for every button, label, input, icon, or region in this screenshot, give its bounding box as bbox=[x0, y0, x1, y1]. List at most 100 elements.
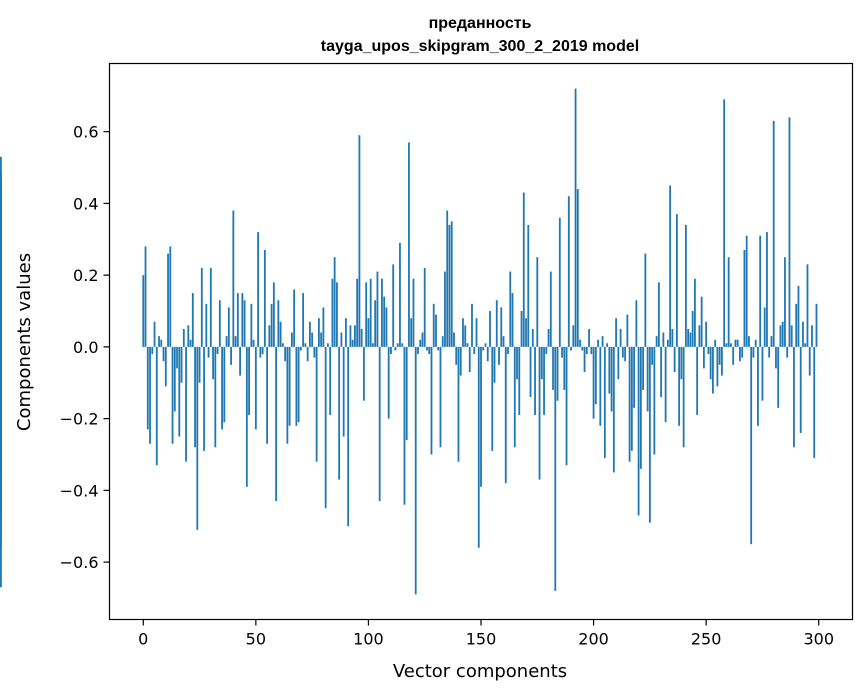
bar-275 bbox=[761, 346, 764, 401]
y-tick-label: 0.4 bbox=[73, 194, 98, 213]
bar-128 bbox=[430, 346, 433, 455]
bar-185 bbox=[558, 217, 561, 347]
bar-16 bbox=[178, 346, 181, 437]
bars-group bbox=[0, 88, 818, 595]
bar-92 bbox=[349, 325, 352, 347]
x-tick-label: 50 bbox=[246, 630, 266, 649]
bar-233 bbox=[666, 339, 669, 347]
bar-258 bbox=[723, 99, 726, 347]
bar-78 bbox=[317, 318, 320, 347]
bar-177 bbox=[540, 346, 543, 380]
bar-241 bbox=[684, 224, 687, 347]
bar-195 bbox=[581, 346, 584, 351]
bar-126 bbox=[426, 346, 428, 351]
plot-frame bbox=[108, 62, 854, 621]
bar-74 bbox=[308, 321, 311, 347]
bar-259 bbox=[725, 343, 728, 347]
bar-50 bbox=[254, 346, 257, 430]
bar-49 bbox=[252, 339, 255, 347]
bar-101 bbox=[369, 278, 372, 347]
bar-161 bbox=[504, 346, 507, 484]
bar-228 bbox=[655, 336, 658, 347]
bar-10 bbox=[164, 346, 167, 387]
bar-108 bbox=[385, 307, 388, 347]
bar-19 bbox=[185, 346, 187, 462]
bar-143 bbox=[464, 325, 467, 347]
bar-263 bbox=[734, 339, 737, 347]
bar-253 bbox=[712, 346, 714, 394]
bar-107 bbox=[383, 296, 386, 347]
bar-206 bbox=[606, 343, 608, 347]
bar-117 bbox=[405, 346, 408, 441]
bar-63 bbox=[284, 346, 287, 362]
bar-109 bbox=[387, 346, 390, 419]
bar-115 bbox=[401, 343, 404, 347]
y-axis-label: Components values bbox=[14, 253, 35, 431]
bar-257 bbox=[721, 346, 723, 376]
bar-125 bbox=[423, 267, 426, 347]
bar-298 bbox=[813, 346, 816, 459]
bar-137 bbox=[450, 221, 453, 347]
bar-159 bbox=[500, 307, 503, 347]
bar-276 bbox=[763, 307, 766, 347]
bar-238 bbox=[678, 346, 681, 426]
bar-122 bbox=[417, 346, 419, 355]
bar-292 bbox=[799, 346, 802, 433]
bar-150 bbox=[480, 346, 482, 487]
bar-254 bbox=[714, 339, 717, 347]
bar-81 bbox=[324, 346, 327, 509]
bar-246 bbox=[696, 346, 699, 416]
bar-118 bbox=[408, 142, 410, 347]
bar-148 bbox=[475, 318, 478, 347]
bar-186 bbox=[561, 346, 563, 358]
bar-99 bbox=[365, 282, 368, 347]
bar-285 bbox=[784, 257, 786, 347]
bar-93 bbox=[351, 339, 354, 347]
bar-129 bbox=[432, 303, 435, 347]
bar-59 bbox=[275, 346, 278, 502]
bar-27 bbox=[203, 346, 205, 451]
bar-37 bbox=[225, 336, 228, 347]
bar-192 bbox=[574, 88, 577, 347]
bar-7 bbox=[158, 336, 160, 347]
y-tick-label: −0.6 bbox=[60, 553, 99, 572]
bar-51 bbox=[257, 232, 260, 347]
bar-138 bbox=[453, 332, 455, 347]
bar-141 bbox=[459, 346, 462, 376]
bar-184 bbox=[556, 346, 559, 401]
bar-30 bbox=[209, 267, 212, 347]
y-tick-label: 0.2 bbox=[73, 266, 98, 285]
bar-44 bbox=[241, 293, 244, 347]
bar-6 bbox=[155, 346, 158, 466]
bar-85 bbox=[333, 257, 336, 347]
bar-31 bbox=[212, 346, 214, 380]
bar-12 bbox=[169, 246, 172, 347]
x-tick-label: 150 bbox=[466, 630, 497, 649]
bar-103 bbox=[374, 300, 377, 347]
bar-231 bbox=[662, 332, 665, 347]
bar-219 bbox=[635, 300, 638, 347]
bar-87 bbox=[338, 346, 341, 480]
bar-296 bbox=[808, 346, 811, 376]
bar-89 bbox=[342, 346, 345, 437]
bar-142 bbox=[462, 318, 464, 347]
bar-62 bbox=[281, 343, 284, 347]
bar-18 bbox=[182, 328, 185, 347]
bar-179 bbox=[545, 346, 548, 355]
bar-144 bbox=[466, 343, 469, 347]
bar-2 bbox=[146, 346, 149, 430]
bar-154 bbox=[489, 311, 491, 347]
y-tick-label: −0.4 bbox=[60, 481, 99, 500]
bar-28 bbox=[205, 303, 208, 347]
bar-229 bbox=[657, 282, 660, 347]
bar-95 bbox=[356, 278, 359, 347]
bar-239 bbox=[680, 346, 683, 380]
bar-102 bbox=[372, 343, 374, 347]
bar-84 bbox=[331, 278, 334, 347]
bar-283 bbox=[779, 325, 782, 347]
bar-162 bbox=[507, 346, 509, 355]
bar-77 bbox=[315, 346, 318, 462]
bar-174 bbox=[534, 346, 536, 416]
y-tick-label: 0.0 bbox=[73, 338, 98, 357]
bar-75 bbox=[311, 332, 314, 347]
